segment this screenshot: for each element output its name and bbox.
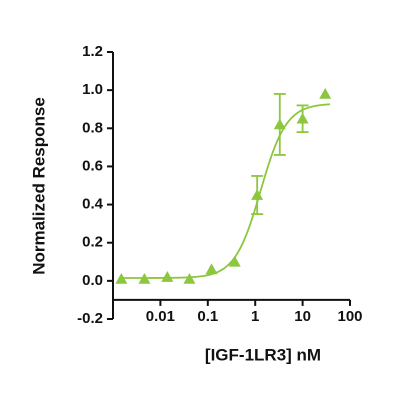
data-point <box>138 272 151 284</box>
fit-curve <box>122 103 331 279</box>
x-tick-label: 0.01 <box>146 308 175 325</box>
y-tick-label: 0.0 <box>82 272 103 289</box>
x-tick-label: 100 <box>337 308 362 325</box>
y-axis-label: Normalized Response <box>29 97 48 275</box>
data-point <box>205 263 218 275</box>
x-tick-label: 1 <box>251 308 259 325</box>
data-point <box>251 189 264 200</box>
data-point <box>115 272 128 284</box>
y-tick-label: 0.6 <box>82 157 103 174</box>
y-tick-label: 0.2 <box>82 234 103 251</box>
data-point <box>319 87 332 99</box>
data-point <box>161 271 174 282</box>
data-point <box>183 272 196 284</box>
x-axis-label: [IGF-1LR3] nM <box>205 345 321 364</box>
y-tick-label: 0.8 <box>82 119 103 136</box>
x-tick-label: 10 <box>294 308 311 325</box>
y-tick-label: 1.0 <box>82 81 103 98</box>
y-tick-label: 0.4 <box>82 196 104 213</box>
data-point <box>296 112 309 124</box>
y-tick-label: 1.2 <box>82 43 103 60</box>
y-tick-label: -0.2 <box>77 310 103 327</box>
x-tick-label: 0.1 <box>197 308 218 325</box>
data-point <box>273 118 286 130</box>
data-point <box>228 255 241 267</box>
